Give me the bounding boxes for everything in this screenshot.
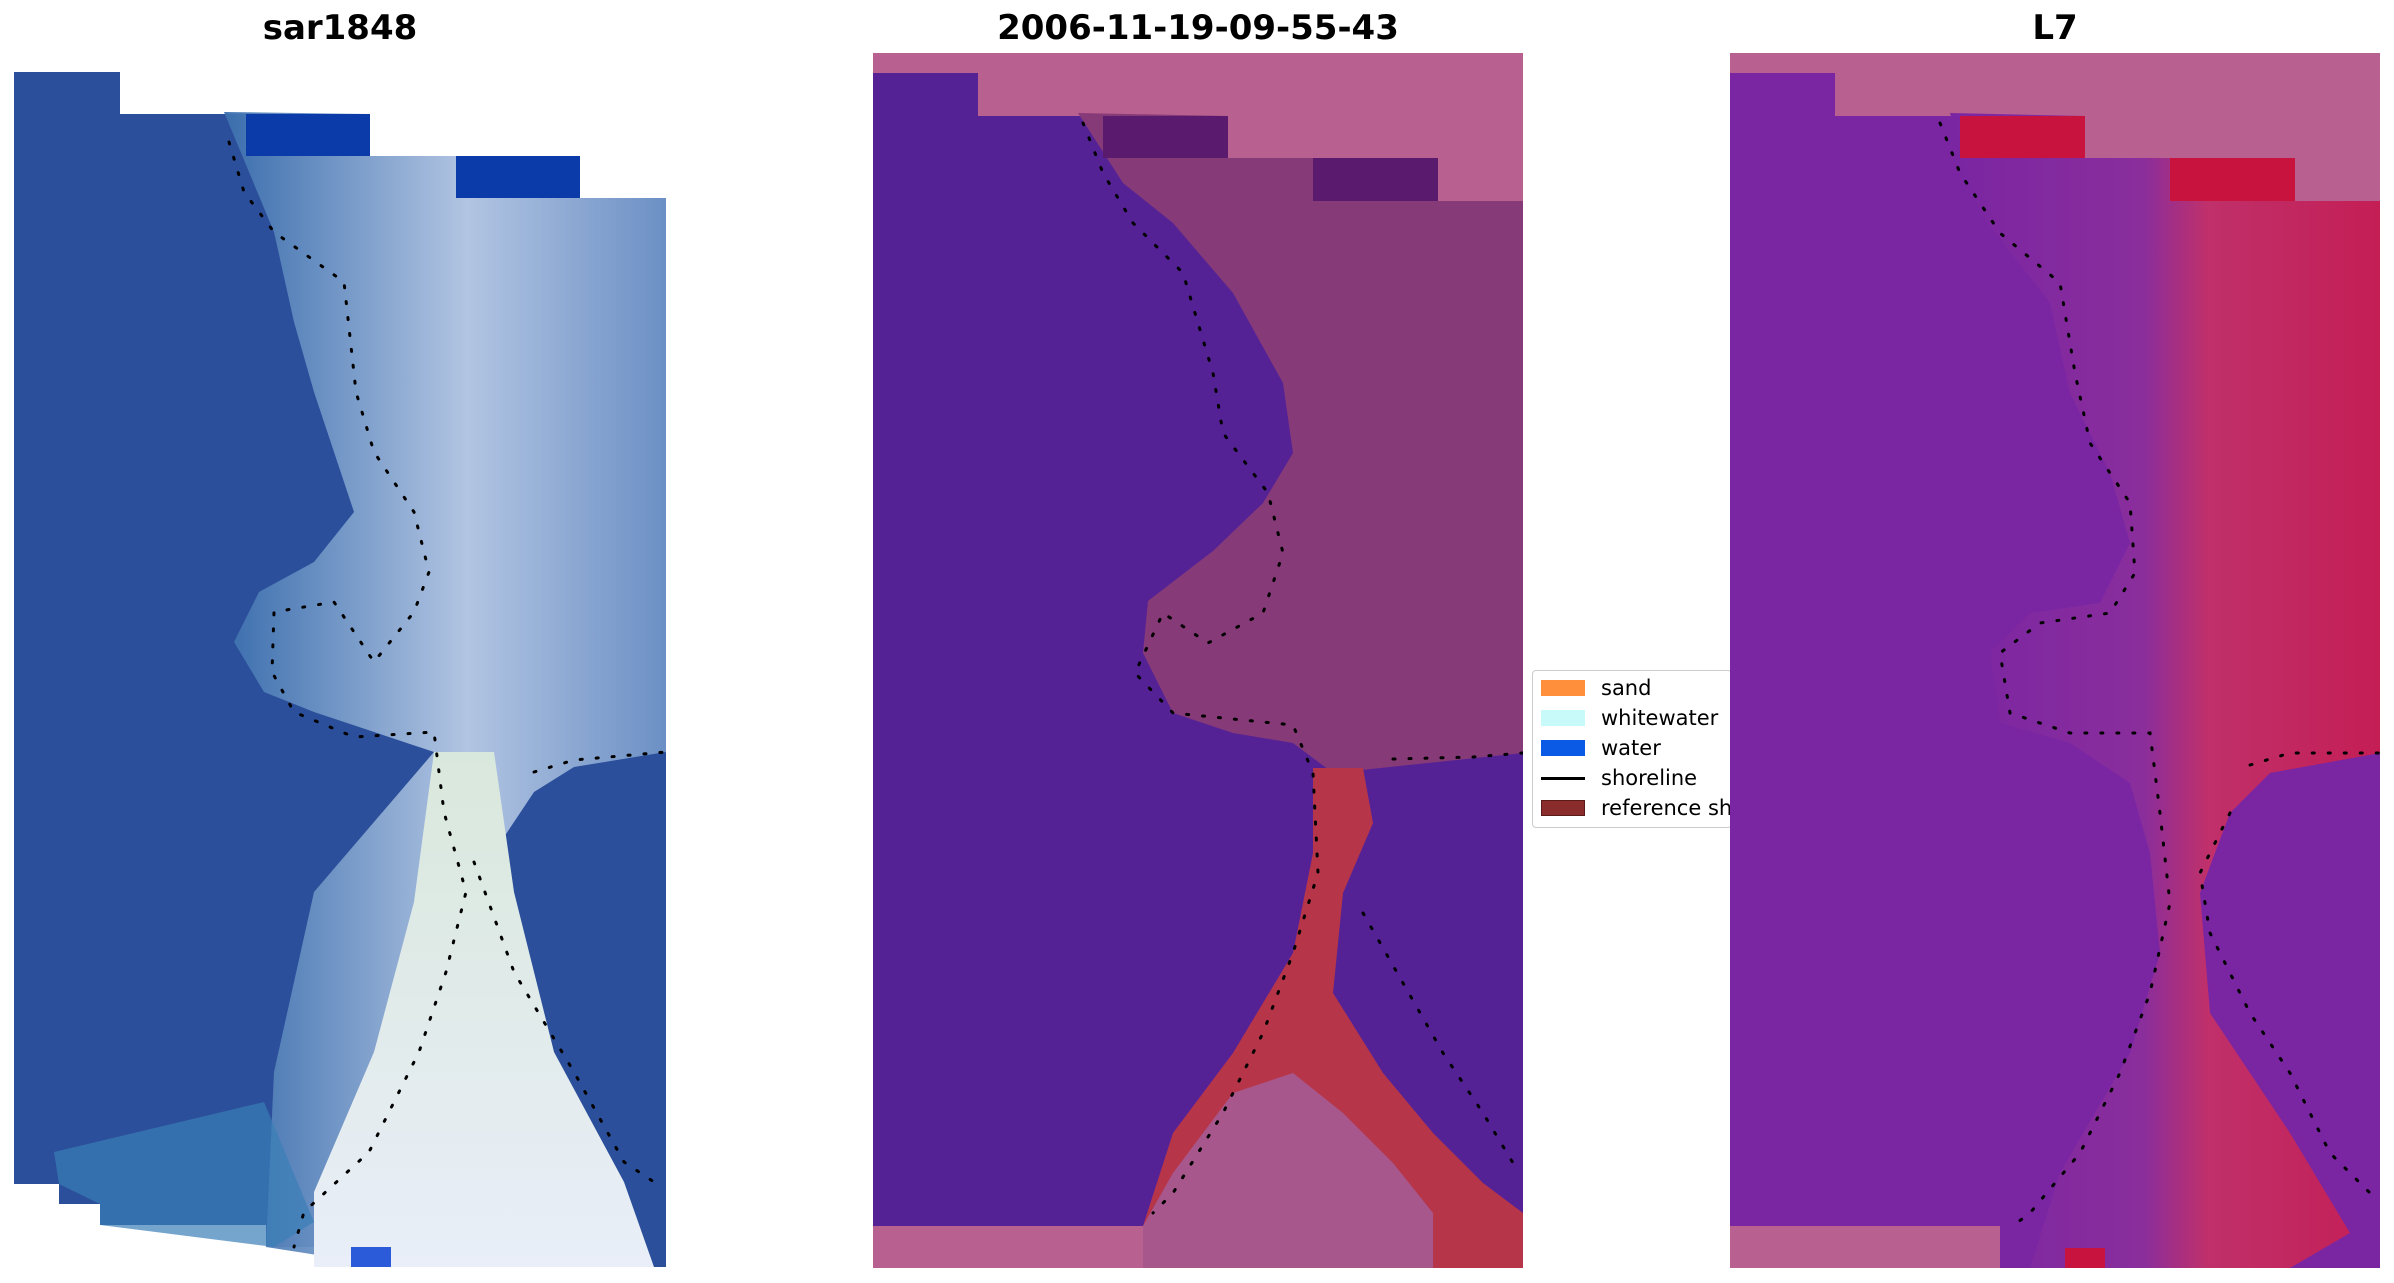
legend-whitewater-label: whitewater (1601, 706, 1719, 730)
legend-shoreline-line (1541, 776, 1585, 780)
rgb-sand-plume (314, 752, 654, 1267)
class-shoreline-2 (1391, 751, 1523, 761)
class-shoreline-3 (1361, 911, 1515, 1165)
rgb-blue-block-2 (456, 156, 580, 198)
panel-title-2: 2006-11-19-09-55-43 (997, 8, 1399, 48)
legend-item-shoreline: shoreline (1541, 765, 1697, 791)
class-dark-block-2 (1313, 158, 1438, 201)
legend-reference-swatch (1541, 800, 1585, 816)
class-land-area (1078, 113, 1523, 773)
rgb-shoreline (227, 140, 468, 1249)
index-high-area (1950, 113, 2380, 1268)
panel-title-3: L7 (2032, 8, 2078, 48)
rgb-blue-block-3 (351, 1247, 391, 1267)
panel-title-1: sar1848 (262, 8, 418, 48)
legend-water-label: water (1601, 736, 1661, 760)
index-image-panel (1730, 53, 2380, 1268)
legend-sand-label: sand (1601, 676, 1652, 700)
index-shoreline-3 (2198, 811, 2372, 1195)
legend-shoreline-label: shoreline (1601, 766, 1698, 790)
rgb-channel-left (54, 1102, 314, 1247)
legend-item-water: water (1541, 735, 1661, 761)
class-dark-block-1 (1103, 116, 1228, 158)
rgb-blue-block-1 (246, 114, 370, 156)
index-red-block-2 (2170, 158, 2295, 201)
rgb-image-panel (14, 72, 668, 1267)
legend-water-swatch (1541, 740, 1585, 756)
legend-item-whitewater: whitewater (1541, 705, 1718, 731)
class-sand-area (1143, 768, 1523, 1268)
legend-item-reference-shoreline: reference shoreline (1541, 795, 1732, 821)
index-shoreline (1938, 121, 2172, 1230)
class-shoreline (1081, 121, 1320, 1215)
classified-image-panel (873, 53, 1523, 1268)
index-red-block-1 (1960, 116, 2085, 158)
legend: sand whitewater water shoreline referenc… (1532, 670, 1732, 828)
rgb-land-surf (224, 112, 666, 1267)
legend-sand-swatch (1541, 680, 1585, 696)
index-red-block-3 (2065, 1248, 2105, 1268)
legend-item-sand: sand (1541, 675, 1651, 701)
legend-whitewater-swatch (1541, 710, 1585, 726)
legend-reference-label: reference shoreline (1601, 796, 1732, 820)
class-plume-land (1143, 1073, 1433, 1268)
